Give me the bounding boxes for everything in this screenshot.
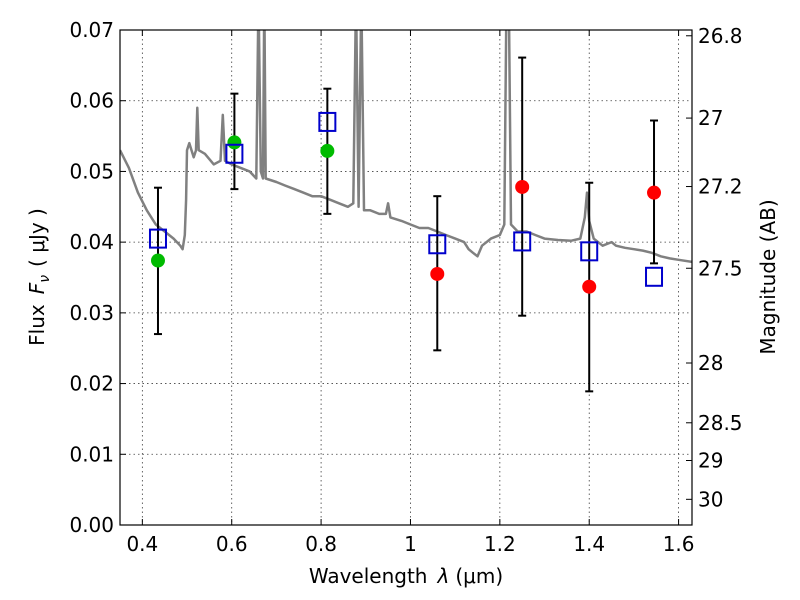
magnitude-axis-label: Magnitude (AB) (756, 199, 780, 354)
x-axis-label-unit: (μm) (455, 564, 503, 588)
y-axis-label-symbol: F (25, 282, 49, 294)
y-axis-label-unit: ( μJy ) (25, 208, 49, 267)
x-axis-label-symbol: λ (437, 564, 450, 588)
red-data-point (515, 179, 530, 194)
magnitude-tick-label: 28.5 (698, 411, 743, 435)
y-tick-label: 0.01 (69, 442, 114, 466)
red-data-point (430, 266, 445, 281)
model-photometry-point (148, 228, 167, 249)
y-tick-label: 0.00 (69, 513, 114, 537)
magnitude-tick-label: 30 (698, 487, 723, 511)
magnitude-tick-label: 27 (698, 106, 723, 130)
green-data-point (150, 253, 165, 268)
plot-frame (119, 29, 693, 526)
x-axis-label-text: Wavelength (309, 564, 428, 588)
y-axis-label-subscript: ν (37, 275, 53, 283)
x-axis-ticks: 0.4 0.6 0.8 1 1.2 1.4 1.6 (126, 30, 695, 556)
x-tick-label: 0.6 (216, 532, 248, 556)
y-tick-label: 0.06 (69, 89, 114, 113)
magnitude-tick-label: 27.2 (698, 175, 743, 199)
x-tick-label: 1 (404, 532, 417, 556)
magnitude-tick-label: 27.5 (698, 256, 743, 280)
y-axis-label: Flux Fν ( μJy ) (25, 208, 53, 346)
magnitude-tick-label: 26.8 (698, 24, 743, 48)
model-spectrum-group (120, 30, 692, 264)
x-tick-label: 0.4 (126, 532, 158, 556)
model-photometry-point (318, 111, 337, 132)
x-tick-label: 0.8 (305, 532, 337, 556)
y-tick-label: 0.07 (69, 18, 114, 42)
model-spectrum-line (120, 30, 692, 264)
model-photometry-point (513, 231, 532, 252)
y-axis-ticks: 0.00 0.01 0.02 0.03 0.04 0.05 0.06 0.07 (69, 18, 126, 537)
green-data-point (227, 135, 242, 150)
magnitude-tick-label: 29 (698, 449, 723, 473)
model-photometry-point (580, 241, 599, 262)
data-points-group (148, 111, 664, 294)
red-data-point (582, 279, 597, 294)
y-axis-label-text: Flux (25, 304, 49, 346)
model-photometry-point (428, 234, 447, 255)
y-tick-label: 0.02 (69, 372, 114, 396)
magnitude-tick-label: 28 (698, 351, 723, 375)
red-data-point (647, 185, 662, 200)
model-photometry-point (225, 143, 244, 164)
x-tick-label: 1.6 (663, 532, 695, 556)
y-tick-label: 0.04 (69, 230, 114, 254)
y-tick-label: 0.03 (69, 301, 114, 325)
x-axis-label: Wavelength λ (μm) (309, 564, 503, 588)
plot-area (120, 30, 692, 525)
magnitude-axis-ticks: 26.8 27 27.2 27.5 28 28.5 29 30 (686, 24, 743, 511)
green-data-point (320, 143, 335, 158)
x-tick-label: 1.2 (484, 532, 516, 556)
model-photometry-point (645, 266, 664, 287)
x-tick-label: 1.4 (573, 532, 605, 556)
y-tick-label: 0.05 (69, 159, 114, 183)
grid-lines (120, 30, 692, 525)
